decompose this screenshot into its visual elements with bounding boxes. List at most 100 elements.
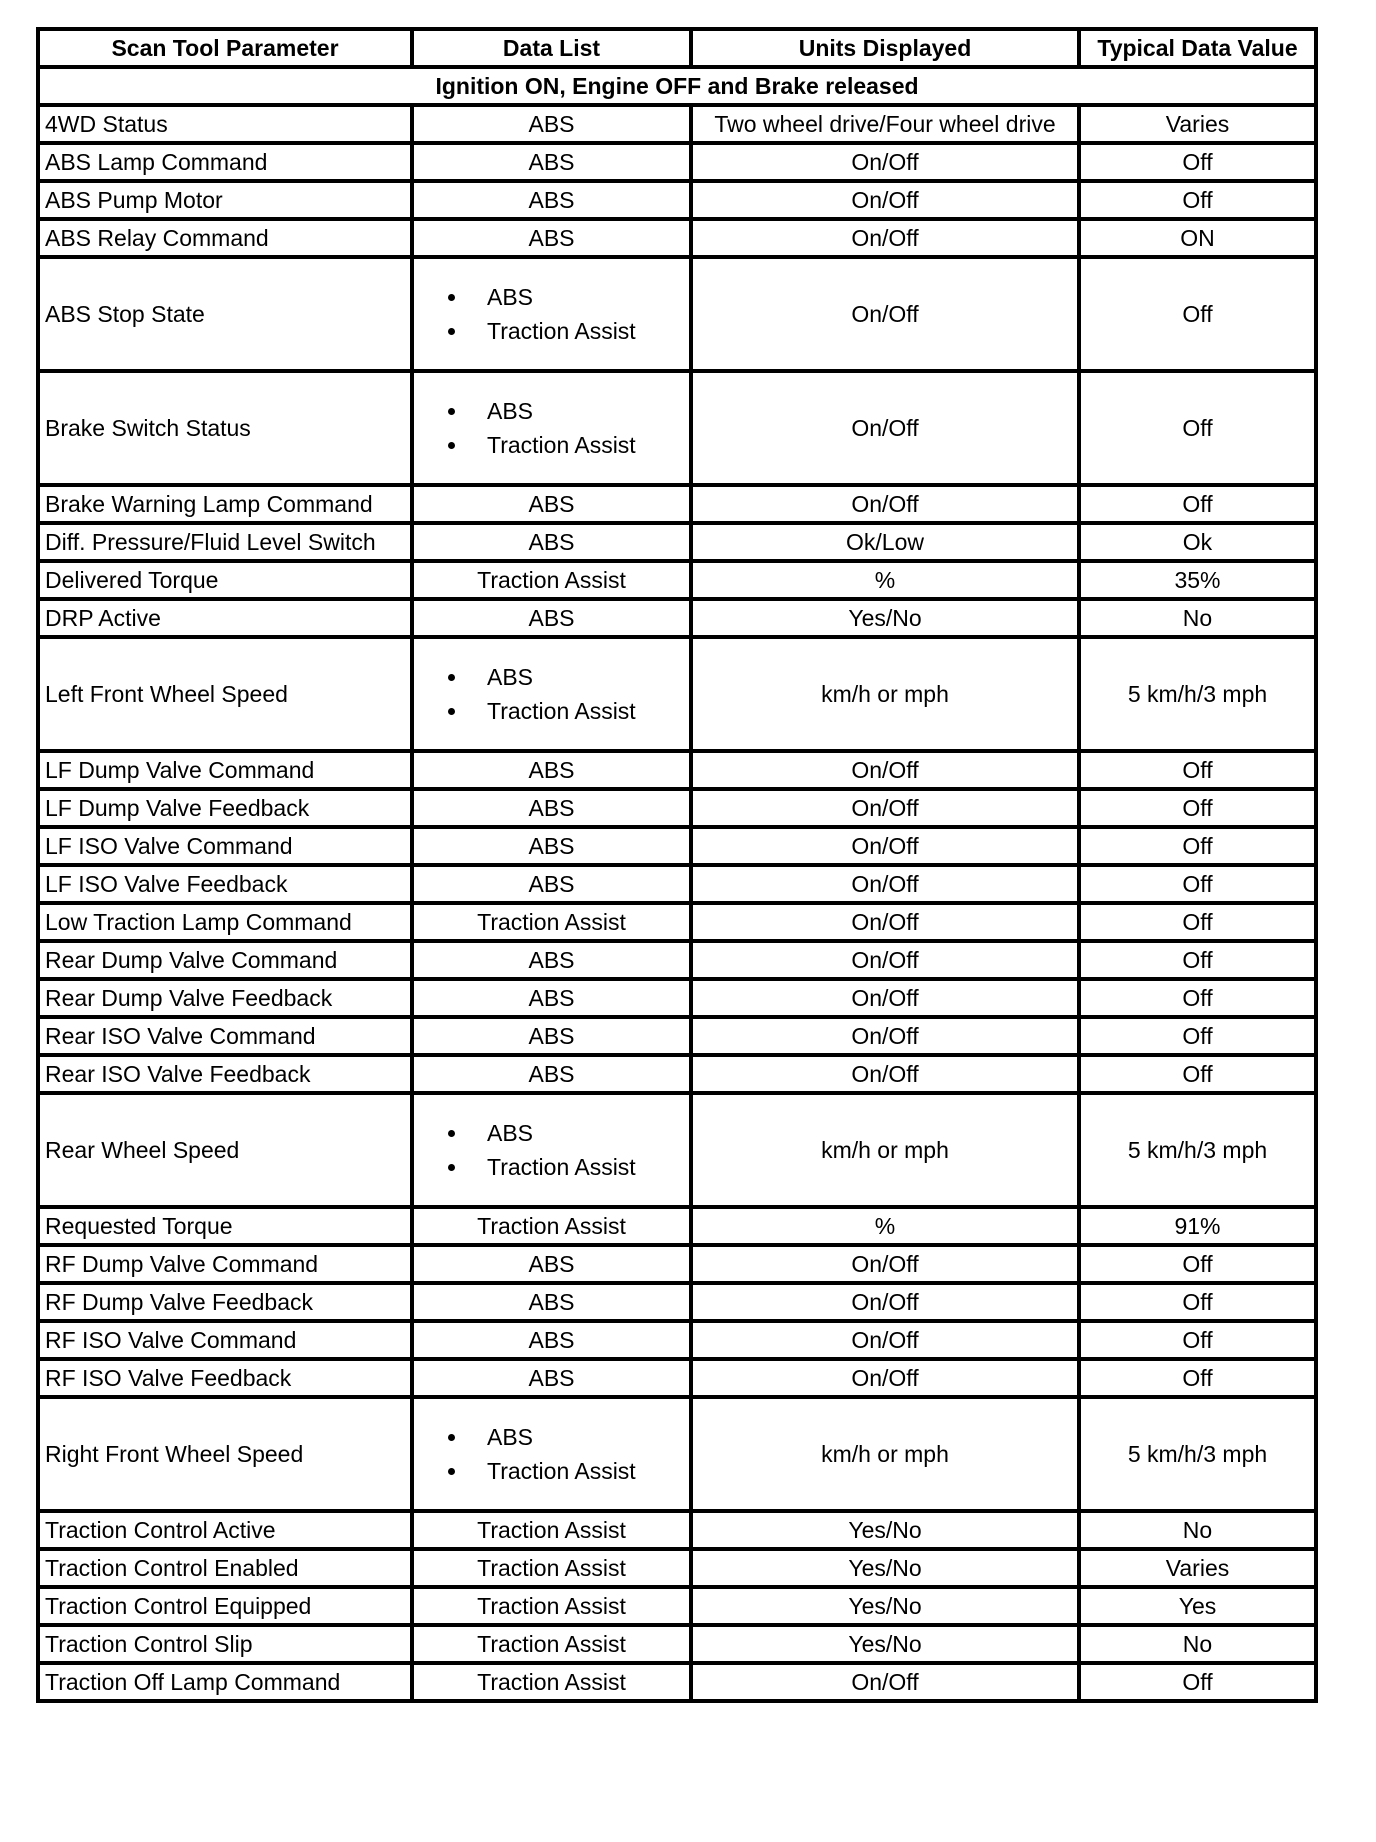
typical-value-cell: No: [1077, 1623, 1318, 1665]
typical-value-cell: 5 km/h/3 mph: [1077, 1091, 1318, 1209]
data-list-cell: ABS: [410, 103, 693, 145]
units-cell: On/Off: [689, 939, 1081, 981]
typical-value-cell: Off: [1077, 749, 1318, 791]
table-row: Rear Dump Valve Command ABS On/Off Off: [36, 939, 1318, 981]
data-list-cell: ABS: [410, 749, 693, 791]
typical-value-cell: Off: [1077, 1319, 1318, 1361]
parameter-cell: RF ISO Valve Command: [36, 1319, 414, 1361]
table-row: RF ISO Valve Command ABS On/Off Off: [36, 1319, 1318, 1361]
data-list-cell: ABSTraction Assist: [410, 255, 693, 373]
parameter-cell: Low Traction Lamp Command: [36, 901, 414, 943]
units-cell: Yes/No: [689, 597, 1081, 639]
data-list-item: ABS: [469, 660, 684, 694]
data-list-cell: ABS: [410, 217, 693, 259]
typical-value-cell: Yes: [1077, 1585, 1318, 1627]
parameter-cell: Right Front Wheel Speed: [36, 1395, 414, 1513]
parameter-cell: ABS Lamp Command: [36, 141, 414, 183]
typical-value-cell: Off: [1077, 825, 1318, 867]
parameter-cell: LF ISO Valve Command: [36, 825, 414, 867]
table-row: Traction Control Enabled Traction Assist Y…: [36, 1547, 1318, 1589]
parameter-cell: Brake Warning Lamp Command: [36, 483, 414, 525]
parameter-cell: Traction Control Active: [36, 1509, 414, 1551]
units-cell: On/Off: [689, 977, 1081, 1019]
typical-value-cell: 91%: [1077, 1205, 1318, 1247]
data-list-cell: ABS: [410, 597, 693, 639]
data-list-item: Traction Assist: [469, 314, 684, 348]
data-list-bullets: ABSTraction Assist: [419, 280, 684, 348]
table-row: RF Dump Valve Command ABS On/Off Off: [36, 1243, 1318, 1285]
data-list-cell: ABSTraction Assist: [410, 1091, 693, 1209]
parameter-cell: LF Dump Valve Feedback: [36, 787, 414, 829]
parameter-cell: Requested Torque: [36, 1205, 414, 1247]
units-cell: On/Off: [689, 179, 1081, 221]
table-row: Traction Off Lamp Command Traction Assist…: [36, 1661, 1318, 1703]
table-row: Delivered Torque Traction Assist% 35%: [36, 559, 1318, 601]
typical-value-cell: Off: [1077, 939, 1318, 981]
table-row: LF Dump Valve Feedback ABS On/Off Off: [36, 787, 1318, 829]
typical-value-cell: Ok: [1077, 521, 1318, 563]
units-cell: On/Off: [689, 901, 1081, 943]
data-list-cell: ABS: [410, 1053, 693, 1095]
data-list-cell: ABS: [410, 787, 693, 829]
table-row: Diff. Pressure/Fluid Level Switch ABS Ok/L…: [36, 521, 1318, 563]
table-row: ABS Relay Command ABS On/Off ON: [36, 217, 1318, 259]
table-row: LF Dump Valve Command ABS On/Off Off: [36, 749, 1318, 791]
data-list-bullets: ABSTraction Assist: [419, 1420, 684, 1488]
units-cell: Yes/No: [689, 1623, 1081, 1665]
typical-value-cell: Off: [1077, 1015, 1318, 1057]
units-cell: On/Off: [689, 1053, 1081, 1095]
parameter-cell: RF Dump Valve Command: [36, 1243, 414, 1285]
units-cell: On/Off: [689, 1357, 1081, 1399]
data-list-cell: Traction Assist: [410, 1661, 693, 1703]
data-list-cell: ABS: [410, 521, 693, 563]
units-cell: On/Off: [689, 255, 1081, 373]
data-list-cell: ABS: [410, 863, 693, 905]
data-list-cell: ABS: [410, 1243, 693, 1285]
units-cell: On/Off: [689, 483, 1081, 525]
typical-value-cell: Off: [1077, 369, 1318, 487]
typical-value-cell: Off: [1077, 141, 1318, 183]
table-row: 4WD Status ABS Two wheel drive/Four wheel …: [36, 103, 1318, 145]
data-list-item: ABS: [469, 1116, 684, 1150]
units-cell: On/Off: [689, 863, 1081, 905]
typical-value-cell: Varies: [1077, 103, 1318, 145]
parameter-cell: Rear ISO Valve Command: [36, 1015, 414, 1057]
parameter-cell: ABS Stop State: [36, 255, 414, 373]
units-cell: Yes/No: [689, 1509, 1081, 1551]
table-row: Brake Warning Lamp Command ABS On/Off Off: [36, 483, 1318, 525]
data-list-item: Traction Assist: [469, 428, 684, 462]
units-cell: On/Off: [689, 1281, 1081, 1323]
table-row: LF ISO Valve Command ABS On/Off Off: [36, 825, 1318, 867]
table-row: Right Front Wheel SpeedABSTraction Assis…: [36, 1395, 1318, 1513]
typical-value-cell: No: [1077, 597, 1318, 639]
table-row: Low Traction Lamp Command Traction Assist…: [36, 901, 1318, 943]
data-list-item: Traction Assist: [469, 1150, 684, 1184]
header-typical-data-value: Typical Data Value: [1077, 27, 1318, 69]
typical-value-cell: ON: [1077, 217, 1318, 259]
data-list-cell: ABS: [410, 483, 693, 525]
parameter-cell: Diff. Pressure/Fluid Level Switch: [36, 521, 414, 563]
typical-value-cell: 35%: [1077, 559, 1318, 601]
parameter-cell: Rear Dump Valve Feedback: [36, 977, 414, 1019]
data-list-cell: Traction Assist: [410, 1205, 693, 1247]
section-row: Ignition ON, Engine OFF and Brake releas…: [36, 65, 1318, 107]
typical-value-cell: Off: [1077, 977, 1318, 1019]
parameter-cell: Rear ISO Valve Feedback: [36, 1053, 414, 1095]
units-cell: km/h or mph: [689, 1091, 1081, 1209]
typical-value-cell: Off: [1077, 863, 1318, 905]
data-list-cell: ABS: [410, 825, 693, 867]
parameter-cell: Traction Control Enabled: [36, 1547, 414, 1589]
data-list-bullets: ABSTraction Assist: [419, 394, 684, 462]
typical-value-cell: Off: [1077, 179, 1318, 221]
units-cell: On/Off: [689, 787, 1081, 829]
parameter-cell: LF ISO Valve Feedback: [36, 863, 414, 905]
parameter-cell: Left Front Wheel Speed: [36, 635, 414, 753]
table-row: Traction Control Active Traction Assist Ye…: [36, 1509, 1318, 1551]
data-list-cell: ABS: [410, 1319, 693, 1361]
units-cell: Yes/No: [689, 1547, 1081, 1589]
data-list-item: ABS: [469, 1420, 684, 1454]
data-list-cell: ABS: [410, 1281, 693, 1323]
units-cell: Ok/Low: [689, 521, 1081, 563]
data-list-item: ABS: [469, 280, 684, 314]
